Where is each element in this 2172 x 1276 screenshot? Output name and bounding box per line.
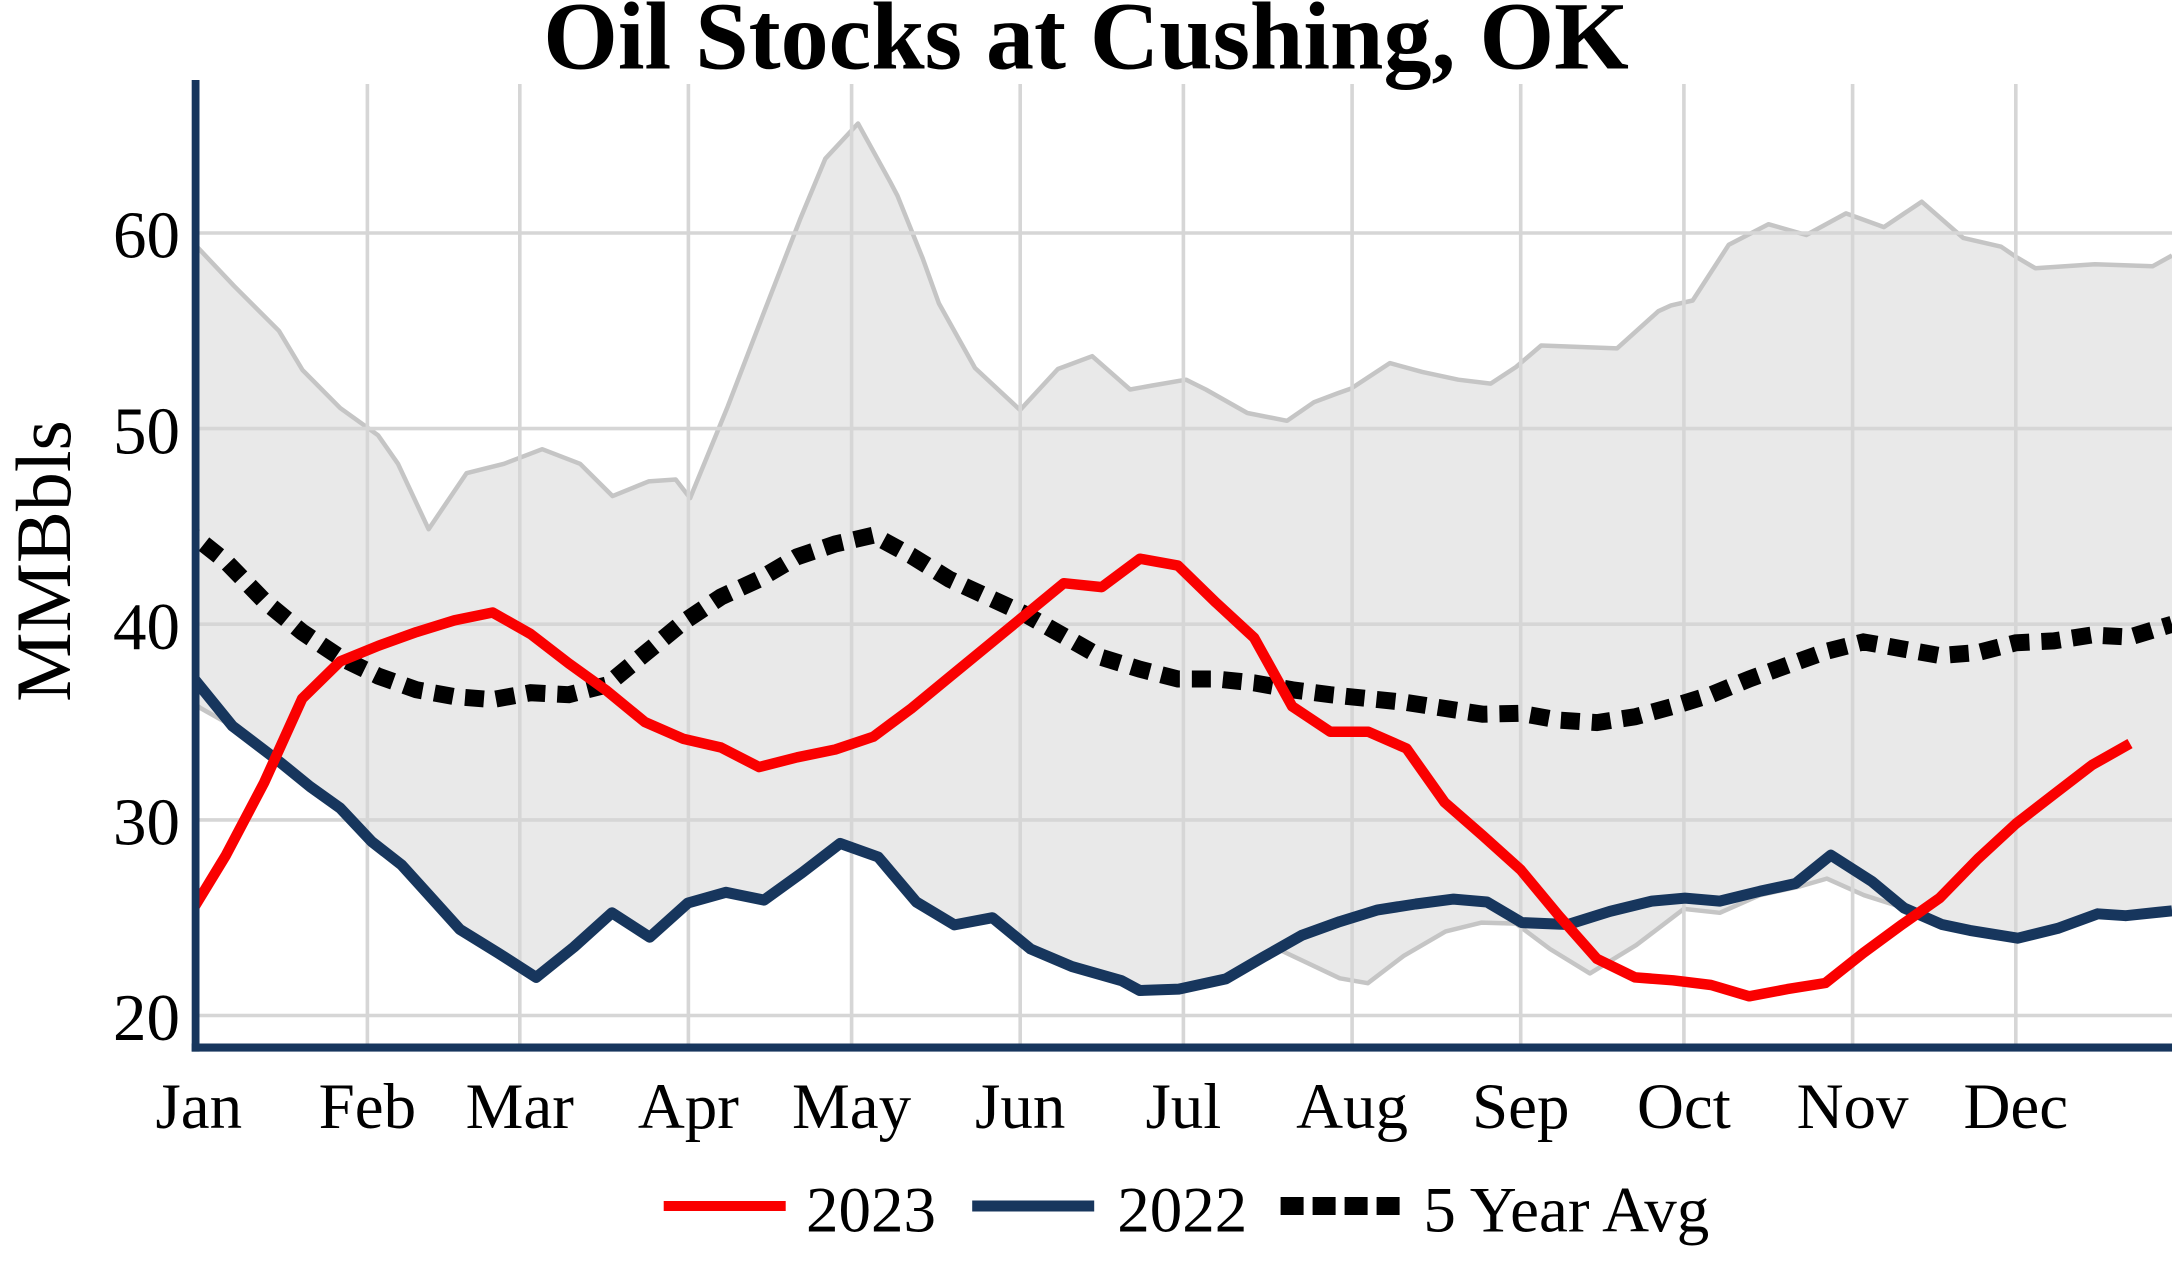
svg-text:40: 40 (113, 590, 180, 664)
svg-text:60: 60 (113, 199, 180, 273)
svg-text:2023: 2023 (806, 1174, 936, 1246)
svg-text:30: 30 (113, 786, 180, 860)
svg-text:Feb: Feb (319, 1071, 417, 1143)
svg-text:Sep: Sep (1472, 1071, 1570, 1143)
svg-text:Jul: Jul (1145, 1071, 1221, 1143)
svg-text:2022: 2022 (1117, 1174, 1247, 1246)
svg-text:May: May (792, 1071, 912, 1143)
svg-text:5 Year Avg: 5 Year Avg (1423, 1174, 1709, 1246)
svg-text:Jan: Jan (155, 1071, 242, 1143)
svg-text:Oil Stocks at Cushing, OK: Oil Stocks at Cushing, OK (543, 0, 1629, 90)
svg-text:Nov: Nov (1797, 1071, 1909, 1143)
svg-text:Aug: Aug (1296, 1071, 1408, 1143)
svg-text:50: 50 (113, 394, 180, 468)
svg-text:MMBbls: MMBbls (0, 420, 87, 702)
svg-text:Apr: Apr (638, 1071, 739, 1143)
svg-text:Mar: Mar (466, 1071, 575, 1143)
svg-text:20: 20 (113, 981, 180, 1055)
svg-text:Jun: Jun (975, 1071, 1065, 1143)
svg-text:Dec: Dec (1963, 1071, 2068, 1143)
svg-text:Oct: Oct (1637, 1071, 1731, 1143)
